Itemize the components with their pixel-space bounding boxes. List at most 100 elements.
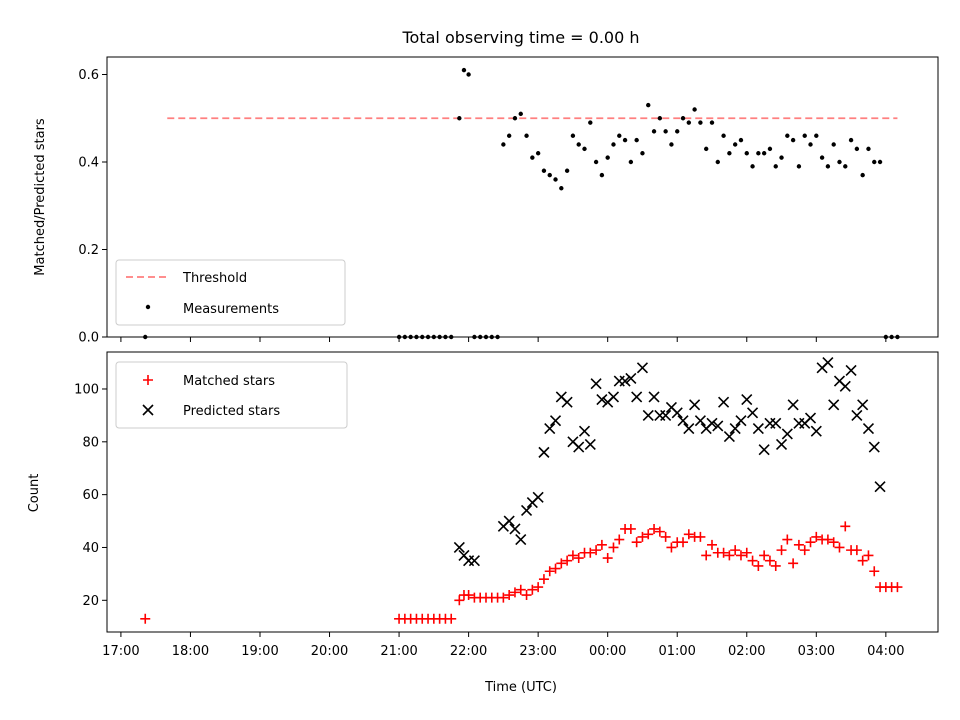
predicted-star-point bbox=[868, 441, 880, 453]
matched-star-point bbox=[573, 553, 584, 564]
top-ytick-label: 0.0 bbox=[78, 331, 99, 346]
measurement-point bbox=[721, 133, 726, 138]
predicted-star-point bbox=[660, 409, 672, 421]
matched-star-point bbox=[521, 590, 532, 601]
measurement-point bbox=[761, 151, 767, 156]
matched-star-point bbox=[747, 555, 758, 566]
matched-star-point bbox=[770, 560, 781, 571]
top-ytick-label: 0.2 bbox=[78, 243, 99, 258]
predicted-star-point bbox=[578, 425, 591, 437]
predicted-star-point bbox=[862, 423, 875, 435]
measurement-point bbox=[686, 120, 692, 125]
legend-predicted-swatch bbox=[142, 404, 154, 416]
predicted-star-point bbox=[573, 441, 585, 453]
predicted-star-point bbox=[596, 393, 608, 406]
matched-star-point bbox=[718, 547, 729, 558]
measurement-point bbox=[675, 129, 680, 134]
matched-star-point bbox=[706, 539, 717, 550]
matched-star-point bbox=[660, 531, 671, 542]
predicted-star-point bbox=[822, 357, 834, 369]
predicted-star-point bbox=[787, 399, 799, 411]
matched-star-point bbox=[591, 545, 602, 556]
xtick-label: 04:00 bbox=[867, 644, 904, 659]
measurement-point bbox=[750, 164, 755, 169]
matched-star-point bbox=[504, 590, 515, 601]
predicted-star-point bbox=[810, 425, 822, 437]
matched-star-point bbox=[515, 584, 526, 595]
predicted-star-point bbox=[671, 407, 683, 419]
predicted-star-point bbox=[683, 423, 695, 435]
bottom-ytick-label: 40 bbox=[82, 541, 99, 556]
matched-star-point bbox=[649, 523, 660, 534]
matched-star-point bbox=[788, 558, 799, 569]
predicted-star-point bbox=[729, 423, 741, 435]
measurement-point bbox=[779, 155, 784, 160]
measurement-point bbox=[756, 151, 761, 156]
measurement-point bbox=[709, 120, 715, 125]
predicted-star-point bbox=[677, 415, 689, 427]
predicted-star-point bbox=[625, 372, 637, 384]
matched-star-point bbox=[446, 613, 457, 624]
measurement-point bbox=[831, 142, 836, 147]
matched-star-point bbox=[498, 592, 509, 603]
measurement-point bbox=[646, 102, 651, 108]
matched-star-point bbox=[608, 542, 619, 553]
matched-star-point bbox=[851, 545, 862, 556]
measurement-point bbox=[825, 164, 831, 169]
xtick-label: 17:00 bbox=[102, 644, 139, 659]
measurement-point bbox=[698, 120, 703, 125]
matched-star-point bbox=[759, 550, 770, 561]
predicted-star-point bbox=[549, 415, 562, 427]
measurement-point bbox=[628, 159, 634, 165]
matched-star-point bbox=[596, 539, 607, 550]
matched-star-point bbox=[834, 542, 845, 553]
matched-star-point bbox=[892, 582, 903, 593]
measurement-point bbox=[692, 107, 697, 112]
measurement-point bbox=[663, 129, 668, 134]
measurement-point bbox=[738, 137, 744, 143]
bottom-panel: 20 40 60 80 100 17:00 18:00 19:00 20:00 21:00 22:0… bbox=[74, 351, 939, 659]
measurement-point bbox=[802, 133, 807, 138]
predicted-star-point bbox=[694, 415, 706, 427]
measurement-point bbox=[715, 159, 720, 165]
predicted-star-point bbox=[874, 481, 886, 493]
predicted-star-point bbox=[828, 399, 840, 411]
measurement-point bbox=[796, 164, 802, 169]
measurement-point bbox=[837, 159, 842, 165]
predicted-star-point bbox=[741, 393, 753, 406]
matched-star-point bbox=[631, 537, 642, 548]
matched-star-point bbox=[811, 531, 822, 542]
predicted-star-point bbox=[520, 504, 533, 517]
measurement-point bbox=[819, 155, 825, 160]
predicted-star-point bbox=[746, 407, 759, 419]
bottom-ytick-label: 20 bbox=[82, 594, 99, 609]
matched-star-point bbox=[678, 537, 689, 548]
legend-predicted-label: Predicted stars bbox=[183, 404, 280, 419]
xtick-label: 22:00 bbox=[450, 644, 487, 659]
measurement-point bbox=[634, 137, 639, 143]
predicted-star-point bbox=[752, 423, 764, 435]
measurement-point bbox=[593, 159, 599, 165]
measurement-point bbox=[617, 133, 622, 138]
matched-star-point bbox=[805, 537, 816, 548]
measurement-point bbox=[773, 164, 778, 169]
matched-star-point bbox=[776, 545, 787, 556]
matched-star-point bbox=[567, 550, 578, 561]
measurement-point bbox=[860, 172, 865, 178]
measurement-point bbox=[457, 116, 462, 121]
measurement-point bbox=[848, 137, 854, 143]
predicted-star-point bbox=[775, 438, 788, 451]
predicted-star-point bbox=[845, 364, 857, 377]
predicted-star-point bbox=[561, 396, 573, 408]
predicted-star-point bbox=[839, 380, 851, 392]
matched-star-point bbox=[666, 542, 677, 553]
measurement-point bbox=[790, 137, 796, 143]
measurement-point bbox=[785, 133, 790, 138]
predicted-star-point bbox=[636, 362, 649, 374]
measurement-point bbox=[872, 159, 877, 165]
measurement-point bbox=[877, 159, 883, 165]
matched-star-point bbox=[544, 566, 555, 577]
measurement-point bbox=[704, 146, 709, 152]
chart-title: Total observing time = 0.00 h bbox=[401, 28, 639, 47]
